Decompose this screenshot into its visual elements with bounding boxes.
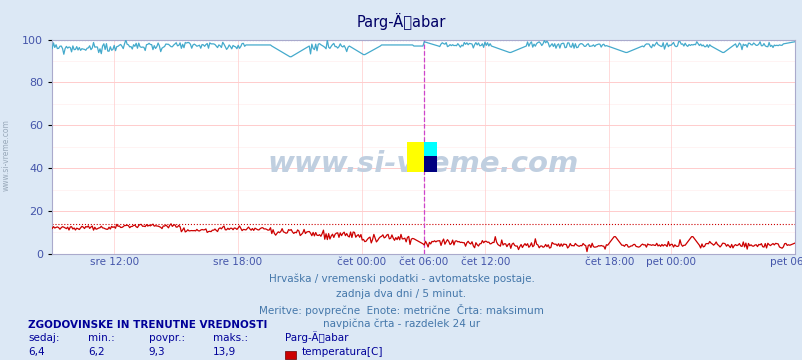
Bar [423, 156, 436, 172]
Text: sre 12:00: sre 12:00 [89, 257, 139, 267]
Text: min.:: min.: [88, 333, 115, 343]
Text: temperatura[C]: temperatura[C] [302, 347, 383, 357]
Text: 13,9: 13,9 [213, 347, 236, 357]
Text: pet 00:00: pet 00:00 [646, 257, 695, 267]
Text: www.si-vreme.com: www.si-vreme.com [268, 150, 578, 178]
Text: 6,4: 6,4 [28, 347, 45, 357]
Text: 6,2: 6,2 [88, 347, 105, 357]
Text: maks.:: maks.: [213, 333, 248, 343]
Text: www.si-vreme.com: www.si-vreme.com [2, 119, 11, 191]
Text: povpr.:: povpr.: [148, 333, 184, 343]
Text: čet 12:00: čet 12:00 [460, 257, 509, 267]
Text: ZGODOVINSKE IN TRENUTNE VREDNOSTI: ZGODOVINSKE IN TRENUTNE VREDNOSTI [28, 320, 267, 330]
Text: čet 00:00: čet 00:00 [337, 257, 386, 267]
Bar [423, 143, 436, 172]
Text: pet 06:00: pet 06:00 [769, 257, 802, 267]
Text: Parg-Äabar: Parg-Äabar [356, 13, 446, 30]
Text: Hrvaška / vremenski podatki - avtomatske postaje.: Hrvaška / vremenski podatki - avtomatske… [268, 274, 534, 284]
Text: čet 06:00: čet 06:00 [399, 257, 448, 267]
Text: zadnja dva dni / 5 minut.: zadnja dva dni / 5 minut. [336, 289, 466, 299]
Bar [407, 143, 423, 172]
Text: navpična črta - razdelek 24 ur: navpična črta - razdelek 24 ur [322, 319, 480, 329]
Text: sre 18:00: sre 18:00 [213, 257, 262, 267]
Text: Meritve: povprečne  Enote: metrične  Črta: maksimum: Meritve: povprečne Enote: metrične Črta:… [259, 304, 543, 316]
Text: Parg-Äabar: Parg-Äabar [285, 331, 348, 343]
Text: 9,3: 9,3 [148, 347, 165, 357]
Text: sedaj:: sedaj: [28, 333, 59, 343]
Text: čet 18:00: čet 18:00 [584, 257, 633, 267]
